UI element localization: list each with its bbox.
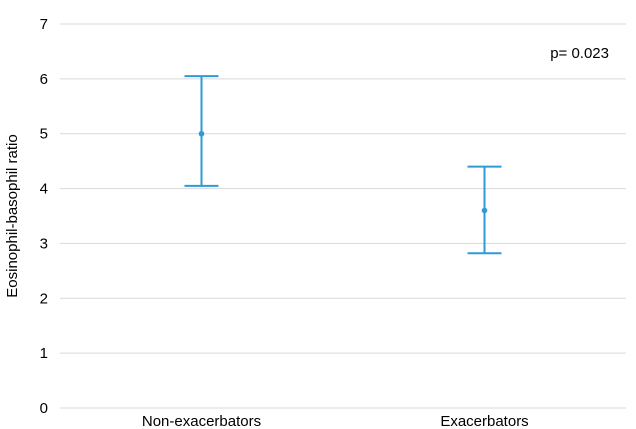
y-tick-label-0: 0: [40, 400, 48, 417]
error-bar-series: [184, 75, 502, 255]
y-tick-label-4: 4: [40, 181, 48, 198]
x-tick-labels: Non-exacerbators Exacerbators: [142, 413, 529, 429]
y-tick-labels: 0 1 2 3 4 5 6 7: [40, 16, 48, 417]
x-tick-label-0: Non-exacerbators: [142, 413, 261, 429]
error-bar-0: [184, 75, 219, 187]
y-tick-label-7: 7: [40, 16, 48, 33]
error-bar-1: [467, 165, 502, 255]
y-tick-label-5: 5: [40, 126, 48, 143]
y-tick-label-6: 6: [40, 71, 48, 88]
y-tick-label-1: 1: [40, 345, 48, 362]
p-value-annotation: p= 0.023: [550, 45, 609, 62]
grid-lines: [60, 23, 626, 409]
y-tick-label-3: 3: [40, 235, 48, 252]
x-tick-label-1: Exacerbators: [440, 413, 528, 429]
y-tick-label-2: 2: [40, 290, 48, 307]
y-axis-label: Eosinophil-basophil ratio: [4, 134, 21, 297]
data-point-1: [481, 207, 488, 214]
data-point-0: [198, 130, 205, 137]
